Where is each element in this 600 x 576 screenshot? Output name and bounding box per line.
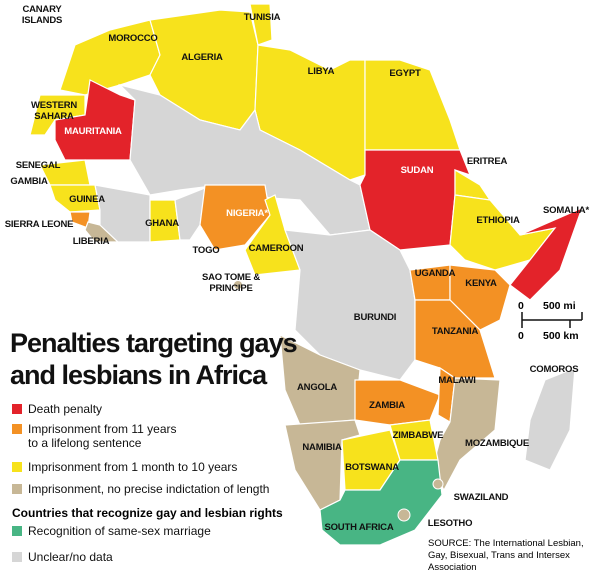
country-label: SOMALIA* [543,205,589,216]
country-shape [509,206,584,301]
country-shape [249,3,273,46]
scale-label: 0 [518,330,524,342]
country-shape [49,184,101,213]
country-label: WESTERN SAHARA [30,100,78,122]
legend-heading: Countries that recognize gay and lesbian… [12,506,283,520]
legend-label: Imprisonment, no precise indictation of … [28,482,270,496]
country-shape [174,187,206,241]
title: and lesbians in Africa [10,360,267,390]
country-label: SENEGAL [15,160,61,171]
country-label: ZAMBIA [369,400,405,411]
legend-label: Death penalty [28,402,103,416]
country-label: MOROCCO [108,33,158,44]
country-shape [94,184,151,243]
country-label: LESOTHO [427,518,473,529]
country-label: SWAZILAND [453,492,509,503]
country-label: LIBYA [307,66,335,77]
legend-label: Imprisonment from 1 month to 10 years [28,460,238,474]
country-shape [432,478,444,490]
legend-label: Imprisonment from 11 years to a lifelong… [28,422,177,450]
legend-swatch [12,526,22,536]
country-label: BOTSWANA [345,462,399,473]
country-label: NAMIBIA [302,442,342,453]
country-label: ANGOLA [297,382,337,393]
country-label: GAMBIA [10,176,48,187]
country-label: NIGERIA* [226,208,268,219]
country-shape [524,367,576,471]
title: Penalties targeting gays [10,328,298,358]
scale-bar [521,312,583,328]
legend-item: Death penalty [12,402,102,416]
country-label: COMOROS [529,364,579,375]
scale-label: 500 km [543,330,579,342]
country-label: BURUNDI [353,312,397,323]
country-shape [397,508,411,522]
country-label: LIBERIA [72,236,110,247]
country-label: CANARY ISLANDS [21,4,63,26]
scale-label: 500 mi [543,300,576,312]
country-shape [431,377,501,492]
country-label: SOUTH AFRICA [324,522,394,533]
country-label: SAO TOME & PRINCIPE [202,272,260,294]
country-label: ZIMBABWE [392,430,444,441]
legend-label: Recognition of same-sex marriage [28,524,211,538]
country-label: KENYA [465,278,497,289]
country-label: ETHIOPIA [476,215,520,226]
country-shape [199,184,271,251]
country-label: ERITREA [466,156,508,167]
country-label: SIERRA LEONE [4,219,74,230]
country-shape [284,419,361,511]
legend-swatch [12,552,22,562]
legend-swatch [12,462,22,472]
scale-label: 0 [518,300,524,312]
country-label: MAURITANIA [64,126,122,137]
countries [29,3,584,546]
country-shape [59,19,161,96]
legend-label: Unclear/no data [28,550,113,564]
country-label: EGYPT [389,68,421,79]
legend-swatch [12,404,22,414]
legend-swatch [12,484,22,494]
legend-item: Recognition of same-sex marriage [12,524,211,538]
country-label: SUDAN [400,165,434,176]
country-label: CAMEROON [248,243,304,254]
country-shape [234,281,242,289]
country-shape [244,194,301,276]
legend-item: Imprisonment from 11 years to a lifelong… [12,422,188,450]
legend-item: Unclear/no data [12,550,113,564]
country-label: MOZAMBIQUE [465,438,529,449]
country-label: GUINEA [69,194,105,205]
country-shape [414,299,496,379]
country-shape [84,221,120,243]
country-label: TOGO [192,245,220,256]
source: SOURCE: The International Lesbian, Gay, … [428,538,584,573]
legend-item: Imprisonment, no precise indictation of … [12,482,269,496]
country-label: ALGERIA [181,52,223,63]
country-label: TUNISIA [243,12,281,23]
country-shape [319,459,443,546]
country-label: MALAWI [438,375,476,386]
country-label: UGANDA [414,268,456,279]
country-label: TANZANIA [431,326,479,337]
legend-swatch [12,424,22,434]
legend-item: Imprisonment from 1 month to 10 years [12,460,237,474]
country-label: GHANA [145,218,179,229]
